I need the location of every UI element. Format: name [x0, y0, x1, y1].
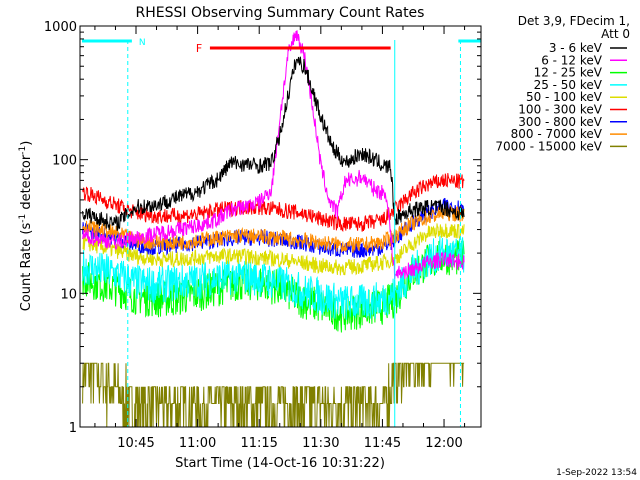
- legend-label-2: 12 - 25 keV: [534, 66, 603, 80]
- legend-label-5: 100 - 300 keV: [518, 103, 602, 117]
- tick-layer: 1 10 100 1000 10:45 11:00 11:15 11:30 11:45 12:00: [44, 20, 481, 451]
- flare-label: F: [196, 42, 202, 55]
- legend-label-3: 25 - 50 keV: [534, 78, 603, 92]
- x-tick-label: 11:15: [240, 436, 277, 451]
- x-tick-label: 12:00: [425, 436, 462, 451]
- x-tick-label: 11:30: [302, 436, 339, 451]
- chart-title: RHESSI Observing Summary Count Rates: [136, 5, 425, 21]
- x-axis-label: Start Time (14-Oct-16 10:31:22): [175, 456, 385, 471]
- y-tick-label: 1: [69, 421, 77, 436]
- legend-label-0: 3 - 6 keV: [549, 41, 603, 55]
- legend-label-8: 7000 - 15000 keV: [495, 139, 602, 153]
- y-tick-label: 100: [52, 154, 77, 169]
- footer-date: 1-Sep-2022 13:54: [556, 468, 637, 478]
- y-tick-label: 10: [60, 287, 77, 302]
- legend-label-1: 6 - 12 keV: [541, 53, 603, 67]
- series-line-1: [82, 30, 465, 280]
- legend-header-line-1: Det 3,9, FDecim 1,: [518, 14, 630, 28]
- y-tick-label: 1000: [44, 20, 77, 35]
- legend-label-7: 800 - 7000 keV: [511, 127, 603, 141]
- series-line-4: [82, 223, 465, 276]
- night-label: N: [139, 38, 146, 48]
- legend-header-line-2: Att 0: [601, 27, 630, 41]
- series-line-7: [82, 205, 465, 253]
- x-tick-label: 11:45: [364, 436, 401, 451]
- series-line-5: [82, 173, 465, 232]
- legend-label-6: 300 - 800 keV: [518, 115, 602, 129]
- x-tick-label: 10:45: [117, 436, 154, 451]
- plot-frame: [79, 25, 482, 428]
- legend-label-4: 50 - 100 keV: [526, 90, 603, 104]
- y-axis-label: Count Rate (s-1 detector-1): [18, 141, 34, 312]
- x-tick-label: 11:00: [179, 436, 216, 451]
- series-line-0: [82, 56, 465, 231]
